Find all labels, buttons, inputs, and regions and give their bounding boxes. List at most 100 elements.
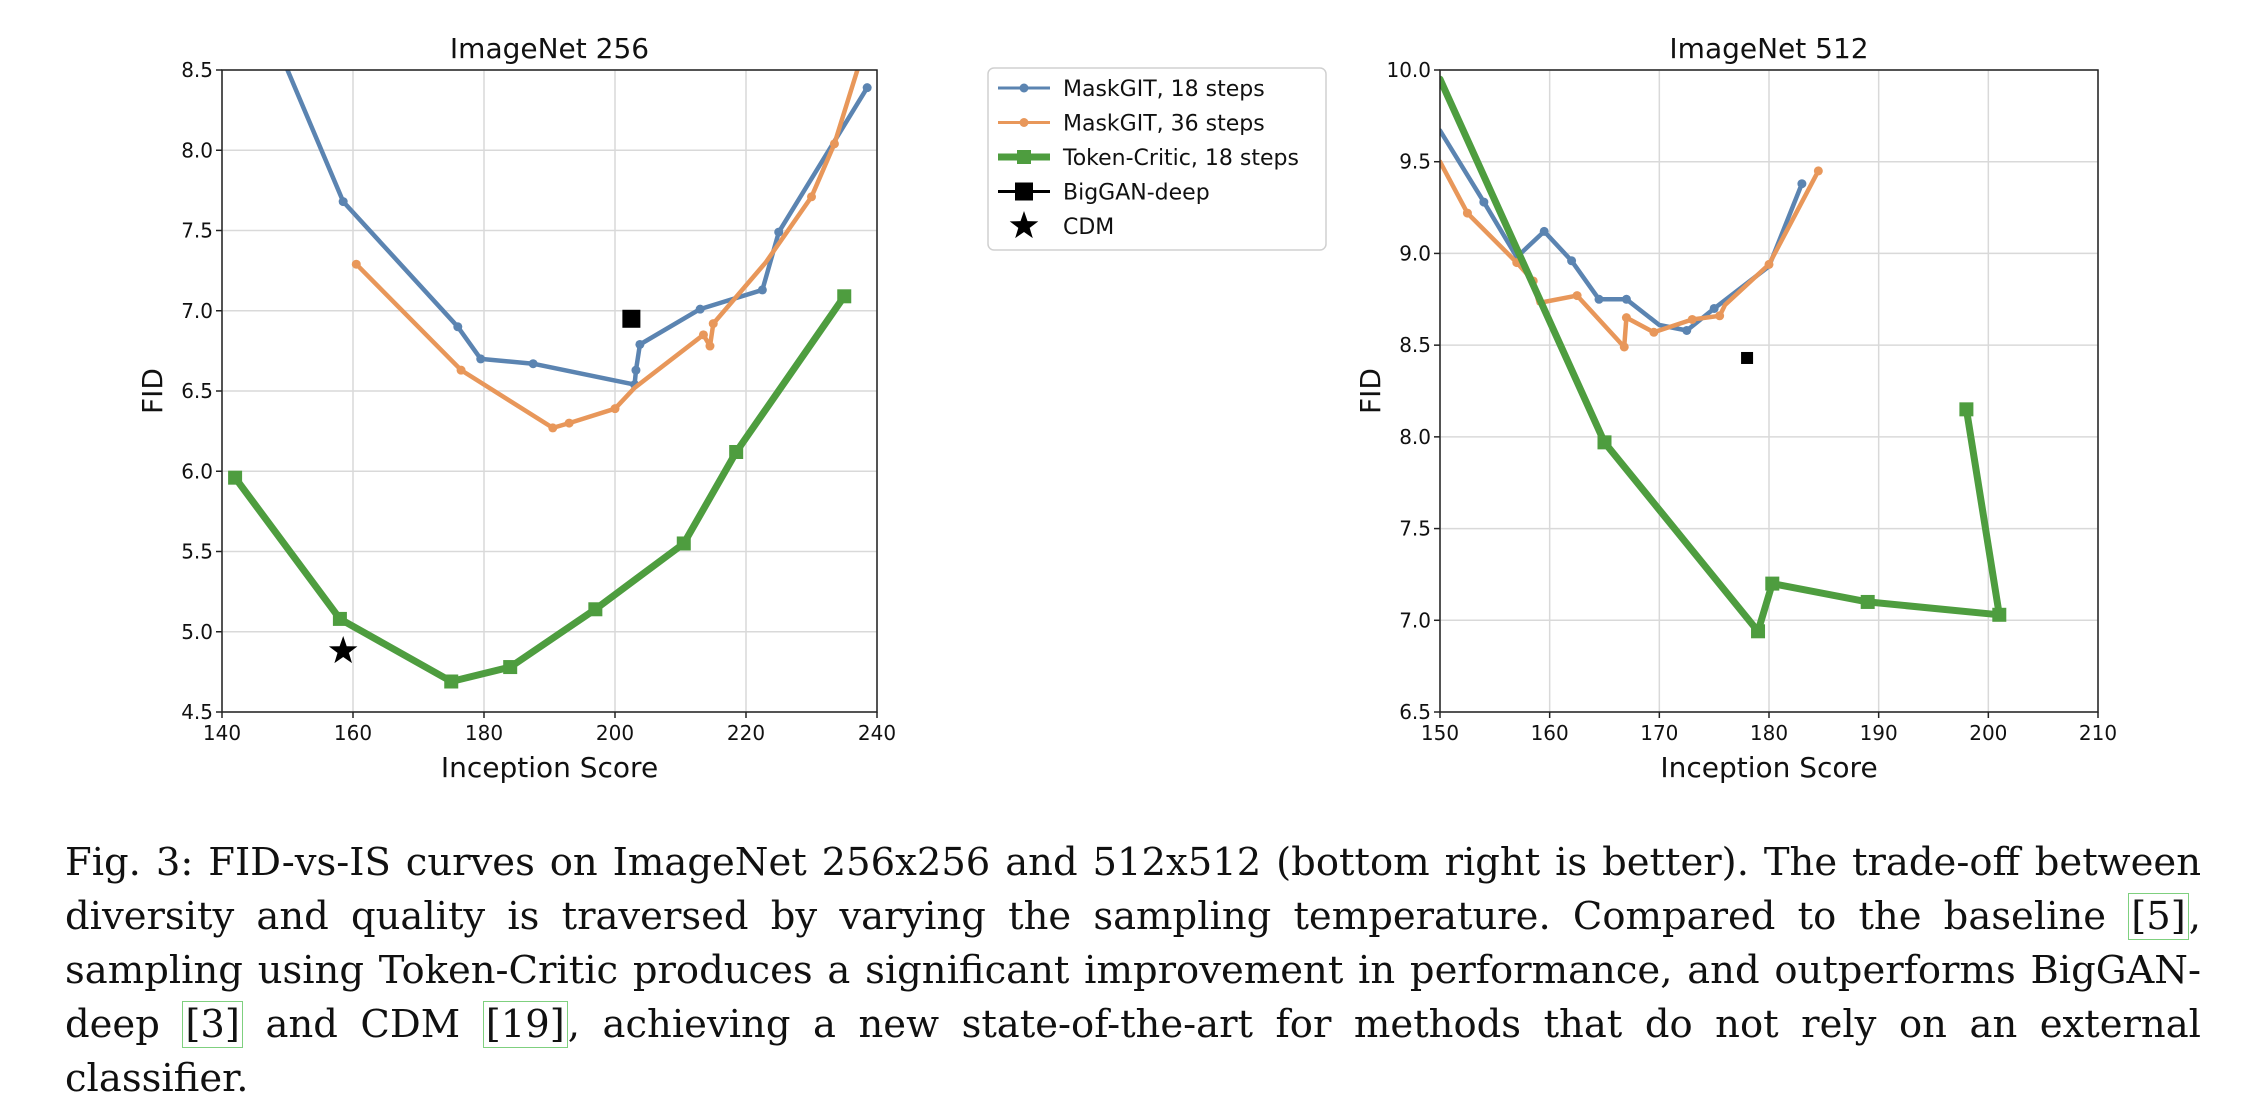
x-axis-label: Inception Score [1660, 751, 1877, 784]
y-tick-label: 5.0 [181, 620, 213, 644]
legend-marker [1017, 150, 1031, 164]
x-tick-label: 160 [334, 721, 372, 745]
x-tick-label: 210 [2079, 721, 2117, 745]
data-point [453, 322, 463, 332]
x-tick-label: 220 [727, 721, 765, 745]
y-tick-label: 9.0 [1399, 241, 1431, 265]
y-tick-label: 7.0 [1399, 608, 1431, 632]
x-tick-label: 180 [465, 721, 503, 745]
legend-label: MaskGIT, 36 steps [1063, 112, 1265, 137]
data-point [456, 365, 466, 375]
legend-marker [1019, 83, 1029, 93]
legend: MaskGIT, 18 steps MaskGIT, 36 steps Token-… [987, 67, 1327, 251]
legend-item: MaskGIT, 18 steps [998, 77, 1265, 102]
x-tick-label: 190 [1860, 721, 1898, 745]
data-point [1751, 624, 1766, 639]
data-point [1621, 294, 1631, 304]
series-line [354, 70, 860, 431]
y-tick-label: 8.0 [1399, 425, 1431, 449]
legend-marker [1009, 211, 1039, 239]
data-point [1715, 311, 1725, 321]
y-tick-label: 8.5 [1399, 333, 1431, 357]
biggan-point [1741, 351, 1754, 364]
data-point [610, 404, 620, 414]
data-point [837, 289, 852, 304]
x-tick-label: 160 [1531, 721, 1569, 745]
data-point [698, 330, 708, 340]
data-point [503, 660, 518, 675]
legend-item: MaskGIT, 36 steps [998, 112, 1265, 137]
data-point [548, 423, 558, 433]
legend-item: CDM [1009, 211, 1114, 240]
data-point [588, 602, 603, 617]
legend-item: Token-Critic, 18 steps [998, 146, 1299, 171]
plot-area [1440, 75, 2007, 639]
data-point [807, 192, 816, 202]
citation-link-5[interactable]: [5] [2128, 893, 2189, 940]
data-point [1797, 179, 1807, 189]
cdm-point [328, 636, 358, 664]
figure: 140 160 180 200 220 240 4.5 5.0 5.5 6.0 6.5 7.0 7.5 8… [136, 32, 2117, 784]
data-point [676, 536, 691, 551]
data-point [705, 341, 715, 351]
legend-label: CDM [1063, 215, 1114, 240]
x-tick-label: 180 [1750, 721, 1788, 745]
data-point [444, 674, 459, 689]
data-point [729, 444, 744, 459]
chart-title: ImageNet 512 [1669, 32, 1868, 65]
data-point [829, 139, 839, 149]
legend-label: MaskGIT, 18 steps [1063, 77, 1265, 102]
data-point [1765, 576, 1780, 591]
y-tick-label: 6.5 [1399, 700, 1431, 724]
y-tick-label: 9.5 [1399, 150, 1431, 174]
data-point [1764, 259, 1774, 269]
legend-label: Token-Critic, 18 steps [1062, 146, 1299, 171]
citation-link-3[interactable]: [3] [182, 1001, 243, 1048]
legend-item: BigGAN-deep [998, 181, 1210, 206]
data-point [1687, 314, 1697, 324]
y-tick-label: 5.5 [181, 540, 213, 564]
data-point [228, 470, 243, 485]
data-point [774, 227, 784, 237]
chart-imagenet-256: 140 160 180 200 220 240 4.5 5.0 5.5 6.0 6.5 7.0 7.5 8… [136, 32, 896, 784]
y-tick-label: 7.5 [1399, 517, 1431, 541]
data-point [1597, 435, 1612, 450]
legend-marker [1015, 182, 1033, 201]
data-point [351, 259, 361, 269]
x-tick-label: 240 [858, 721, 896, 745]
biggan-point [622, 309, 641, 328]
y-tick-label: 7.0 [181, 299, 213, 323]
data-point [1572, 291, 1582, 301]
legend-box [987, 67, 1327, 251]
y-tick-label: 6.5 [181, 379, 213, 403]
data-point [1594, 294, 1604, 304]
data-point [1649, 327, 1659, 337]
y-axis-label: FID [136, 368, 169, 414]
data-point [757, 285, 767, 295]
data-point [332, 611, 347, 626]
figure-caption: Fig. 3: FID-vs-IS curves on ImageNet 256… [65, 836, 2201, 1106]
caption-text-3: and CDM [242, 1002, 483, 1047]
plot-area [228, 70, 872, 689]
x-tick-label: 200 [1969, 721, 2007, 745]
chart-imagenet-512: 150 160 170 180 190 200 210 6.5 7.0 7.5 8.0 8.5 9.0 9… [1354, 32, 2117, 784]
data-point [476, 354, 486, 364]
data-point [1621, 313, 1631, 323]
x-tick-label: 200 [596, 721, 634, 745]
data-point [708, 319, 718, 329]
citation-link-19[interactable]: [19] [482, 1001, 568, 1048]
data-point [1462, 208, 1472, 218]
y-tick-label: 10.0 [1386, 58, 1431, 82]
y-tick-label: 8.0 [181, 138, 213, 162]
data-point [564, 418, 574, 428]
legend-marker [1019, 118, 1029, 127]
y-tick-label: 4.5 [181, 700, 213, 724]
caption-text-1: Fig. 3: FID-vs-IS curves on ImageNet 256… [65, 840, 2201, 939]
data-point [1813, 166, 1823, 176]
series-line [1440, 128, 1805, 333]
chart-title: ImageNet 256 [450, 32, 649, 65]
y-axis-label: FID [1354, 368, 1387, 414]
x-tick-label: 170 [1640, 721, 1678, 745]
data-point [631, 365, 641, 375]
data-point [1539, 226, 1549, 236]
